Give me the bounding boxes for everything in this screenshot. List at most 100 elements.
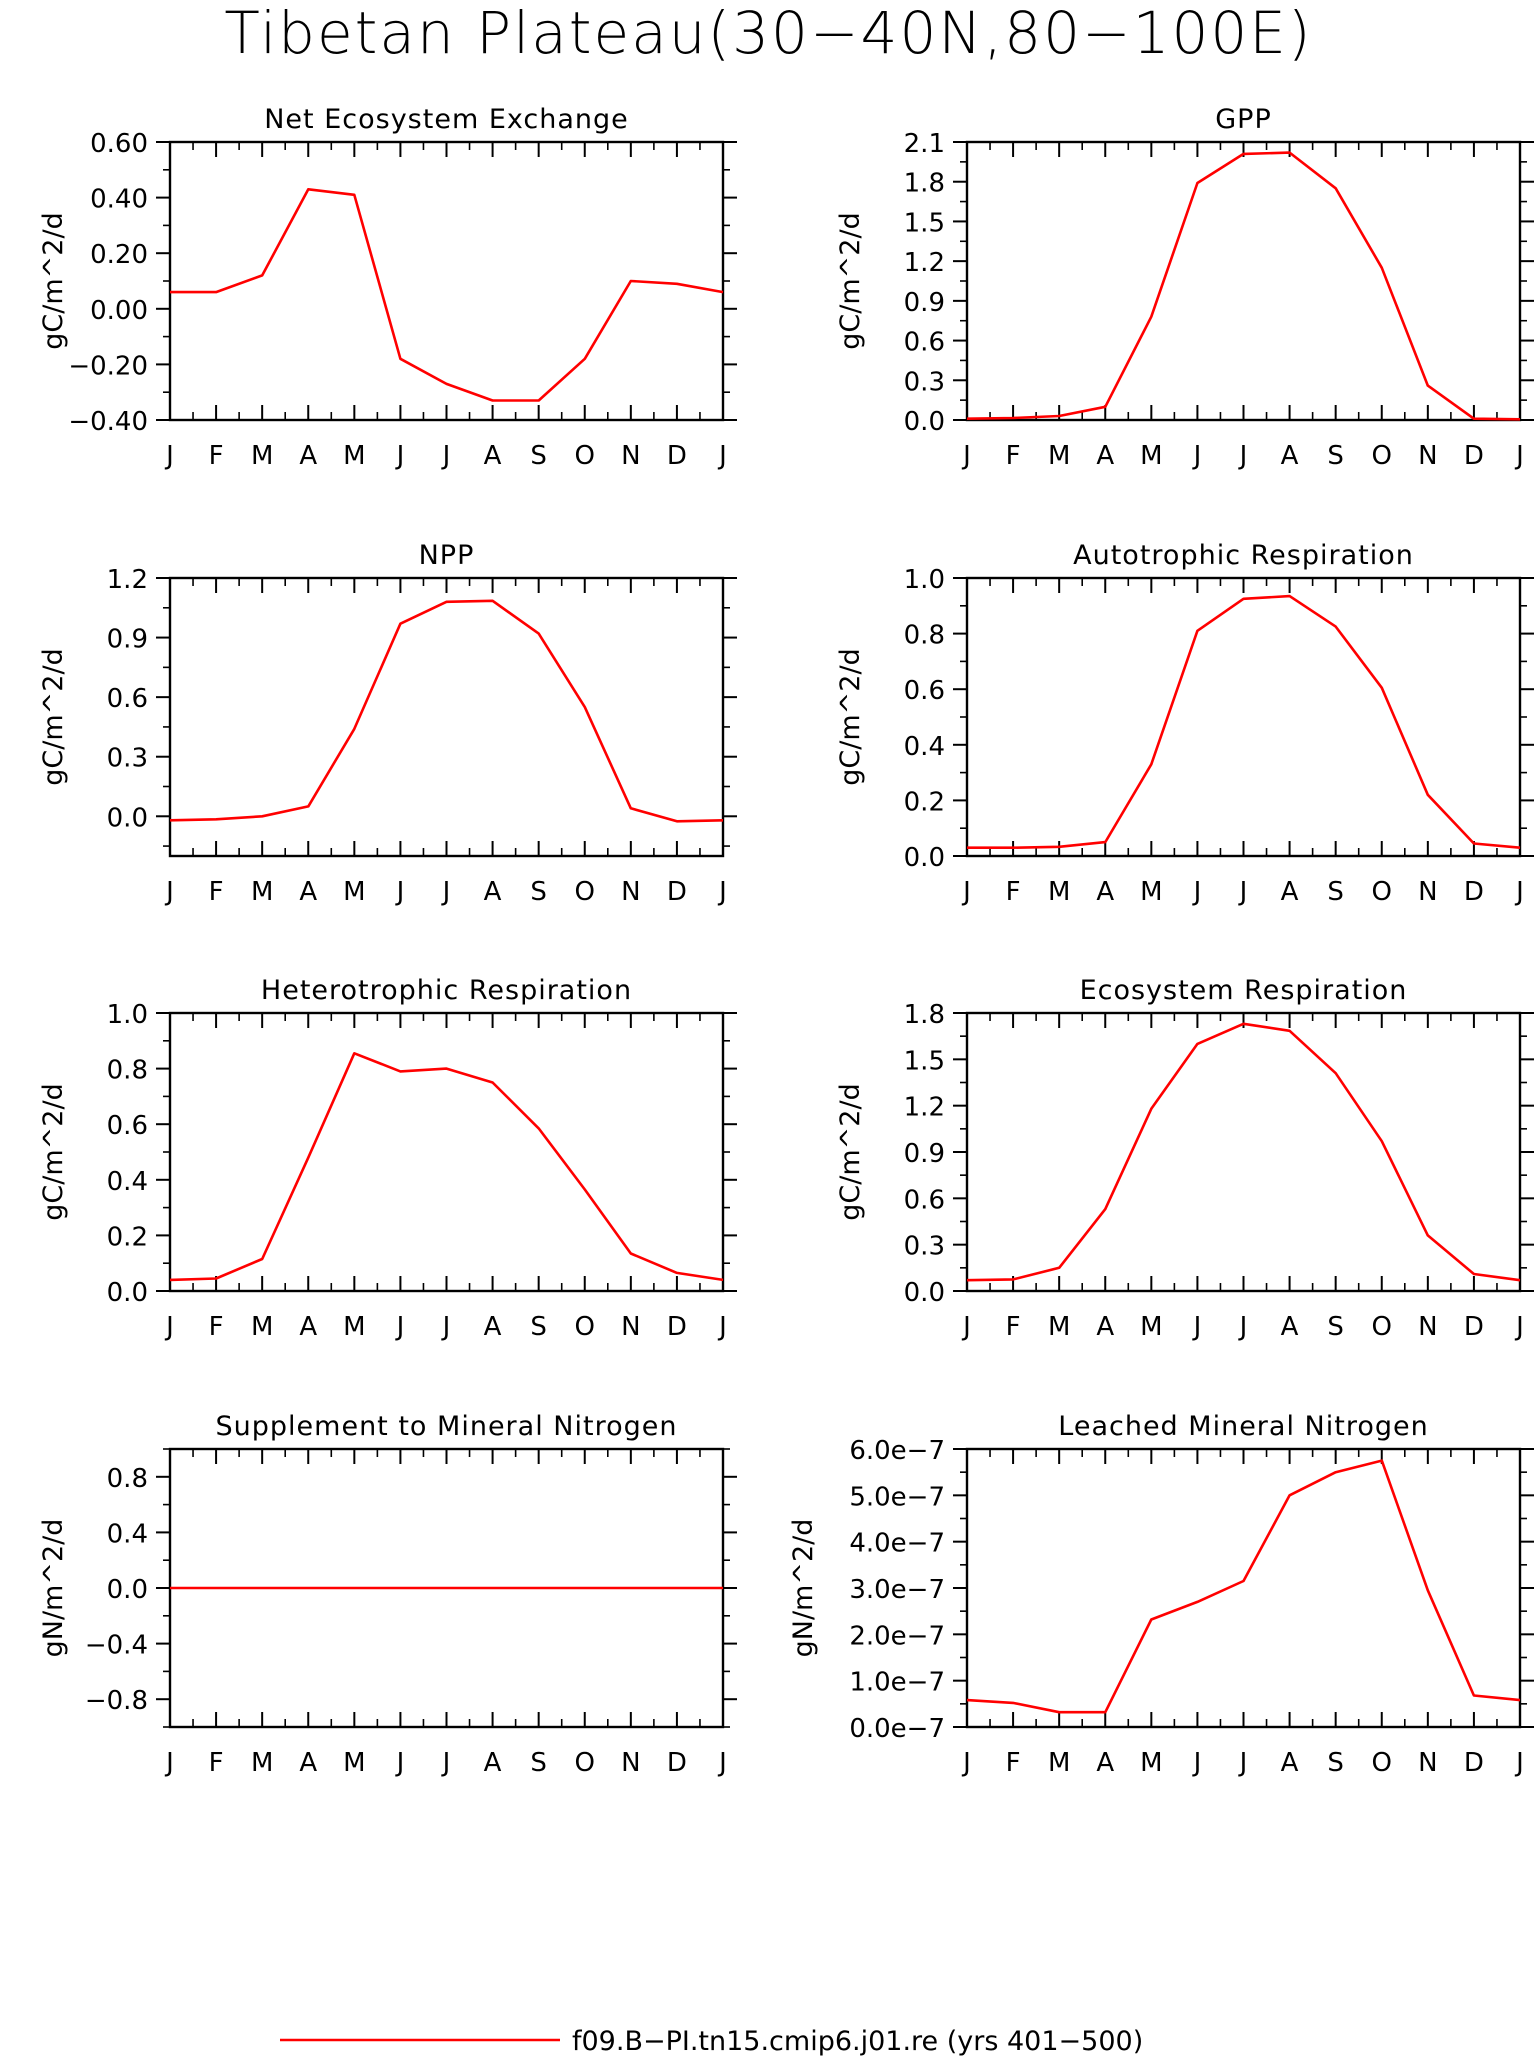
y-tick-label: 1.2 [904,1093,945,1123]
x-tick-label: D [1464,877,1484,907]
x-tick-label: J [441,1748,451,1778]
x-tick-label: J [164,1748,174,1778]
x-tick-label: D [1464,1748,1484,1778]
x-tick-label: J [1192,1312,1202,1342]
x-tick-label: M [251,1748,273,1778]
x-tick-label: J [717,441,727,471]
x-tick-label: J [1514,1748,1524,1778]
x-tick-label: S [530,1748,547,1778]
y-tick-label: 0.9 [904,288,945,318]
y-tick-label: 4.0e−7 [849,1529,945,1559]
x-tick-label: F [209,1312,224,1342]
y-tick-label: 0.9 [107,625,148,655]
x-tick-label: J [717,1748,727,1778]
x-tick-label: O [575,877,595,907]
y-tick-label: −0.20 [68,351,148,381]
y-tick-label: 0.8 [107,1056,148,1086]
y-tick-label: 0.0 [107,1278,148,1308]
x-tick-label: A [1096,1312,1114,1342]
x-tick-label: A [484,441,502,471]
x-tick-label: A [484,877,502,907]
y-axis-label: gC/m^2/d [38,1083,69,1220]
y-tick-label: 0.4 [107,1167,148,1197]
chart-title: Leached Mineral Nitrogen [1058,1411,1428,1442]
y-tick-label: 0.3 [904,367,945,397]
x-tick-label: J [164,441,174,471]
x-tick-label: N [621,877,640,907]
x-tick-label: J [1238,1312,1248,1342]
chart-title: Supplement to Mineral Nitrogen [216,1411,678,1442]
y-tick-label: 2.1 [904,129,945,159]
y-tick-label: 0.0e−7 [849,1714,945,1744]
x-tick-label: A [1096,877,1114,907]
page-title: Tibetan Plateau(30−40N,80−100E) [224,0,1313,67]
y-tick-label: 0.9 [904,1139,945,1169]
y-tick-label: 0.4 [107,1519,148,1549]
x-tick-label: A [299,1312,317,1342]
x-tick-label: J [961,1748,971,1778]
chart-title: NPP [419,540,475,571]
x-tick-label: J [961,1312,971,1342]
x-tick-label: O [575,1748,595,1778]
x-tick-label: A [1281,441,1299,471]
x-tick-label: J [1238,441,1248,471]
x-tick-label: M [251,877,273,907]
y-axis-label: gC/m^2/d [835,648,866,785]
plot-frame [965,576,1522,858]
plot-frame [965,140,1522,422]
x-tick-label: A [484,1748,502,1778]
x-tick-label: D [667,1312,687,1342]
y-tick-label: 0.60 [90,129,148,159]
x-tick-label: J [1514,441,1524,471]
x-tick-label: J [1192,1748,1202,1778]
x-tick-label: D [667,1748,687,1778]
y-tick-label: 1.0 [904,565,945,595]
x-tick-label: O [1372,877,1392,907]
x-tick-label: M [251,441,273,471]
y-tick-label: −0.40 [68,407,148,437]
x-tick-label: D [667,877,687,907]
x-tick-label: J [164,877,174,907]
y-tick-label: 0.3 [107,744,148,774]
x-tick-label: N [1418,877,1437,907]
x-tick-label: M [1048,877,1070,907]
y-axis-label: gN/m^2/d [788,1519,819,1658]
y-tick-label: 1.2 [904,248,945,278]
x-tick-label: J [164,1312,174,1342]
y-tick-label: 1.5 [904,1046,945,1076]
x-tick-label: F [1006,1748,1021,1778]
y-tick-label: −0.4 [85,1631,148,1661]
y-tick-label: 0.0 [107,1575,148,1605]
x-tick-label: A [1281,1748,1299,1778]
series-line [966,151,1521,421]
x-tick-label: M [1048,1312,1070,1342]
x-tick-label: N [1418,1748,1437,1778]
y-tick-label: 0.2 [107,1222,148,1252]
x-tick-label: J [717,877,727,907]
y-tick-label: 1.5 [904,208,945,238]
y-tick-label: 0.40 [90,185,148,215]
y-tick-label: 0.0 [904,1278,945,1308]
x-tick-label: M [343,1312,365,1342]
y-tick-label: 0.0 [107,803,148,833]
plot-frame [168,576,725,858]
y-tick-label: 0.6 [904,1185,945,1215]
y-tick-label: 2.0e−7 [849,1621,945,1651]
y-tick-label: 0.8 [107,1464,148,1494]
x-tick-label: N [621,441,640,471]
x-tick-label: F [1006,1312,1021,1342]
series-line [169,1052,724,1282]
x-tick-label: N [621,1748,640,1778]
y-tick-label: 0.0 [904,843,945,873]
x-tick-label: J [1192,877,1202,907]
legend: f09.B−PI.tn15.cmip6.j01.re (yrs 401−500) [280,2026,1143,2057]
y-tick-label: 0.6 [107,684,148,714]
x-tick-label: S [1327,441,1344,471]
